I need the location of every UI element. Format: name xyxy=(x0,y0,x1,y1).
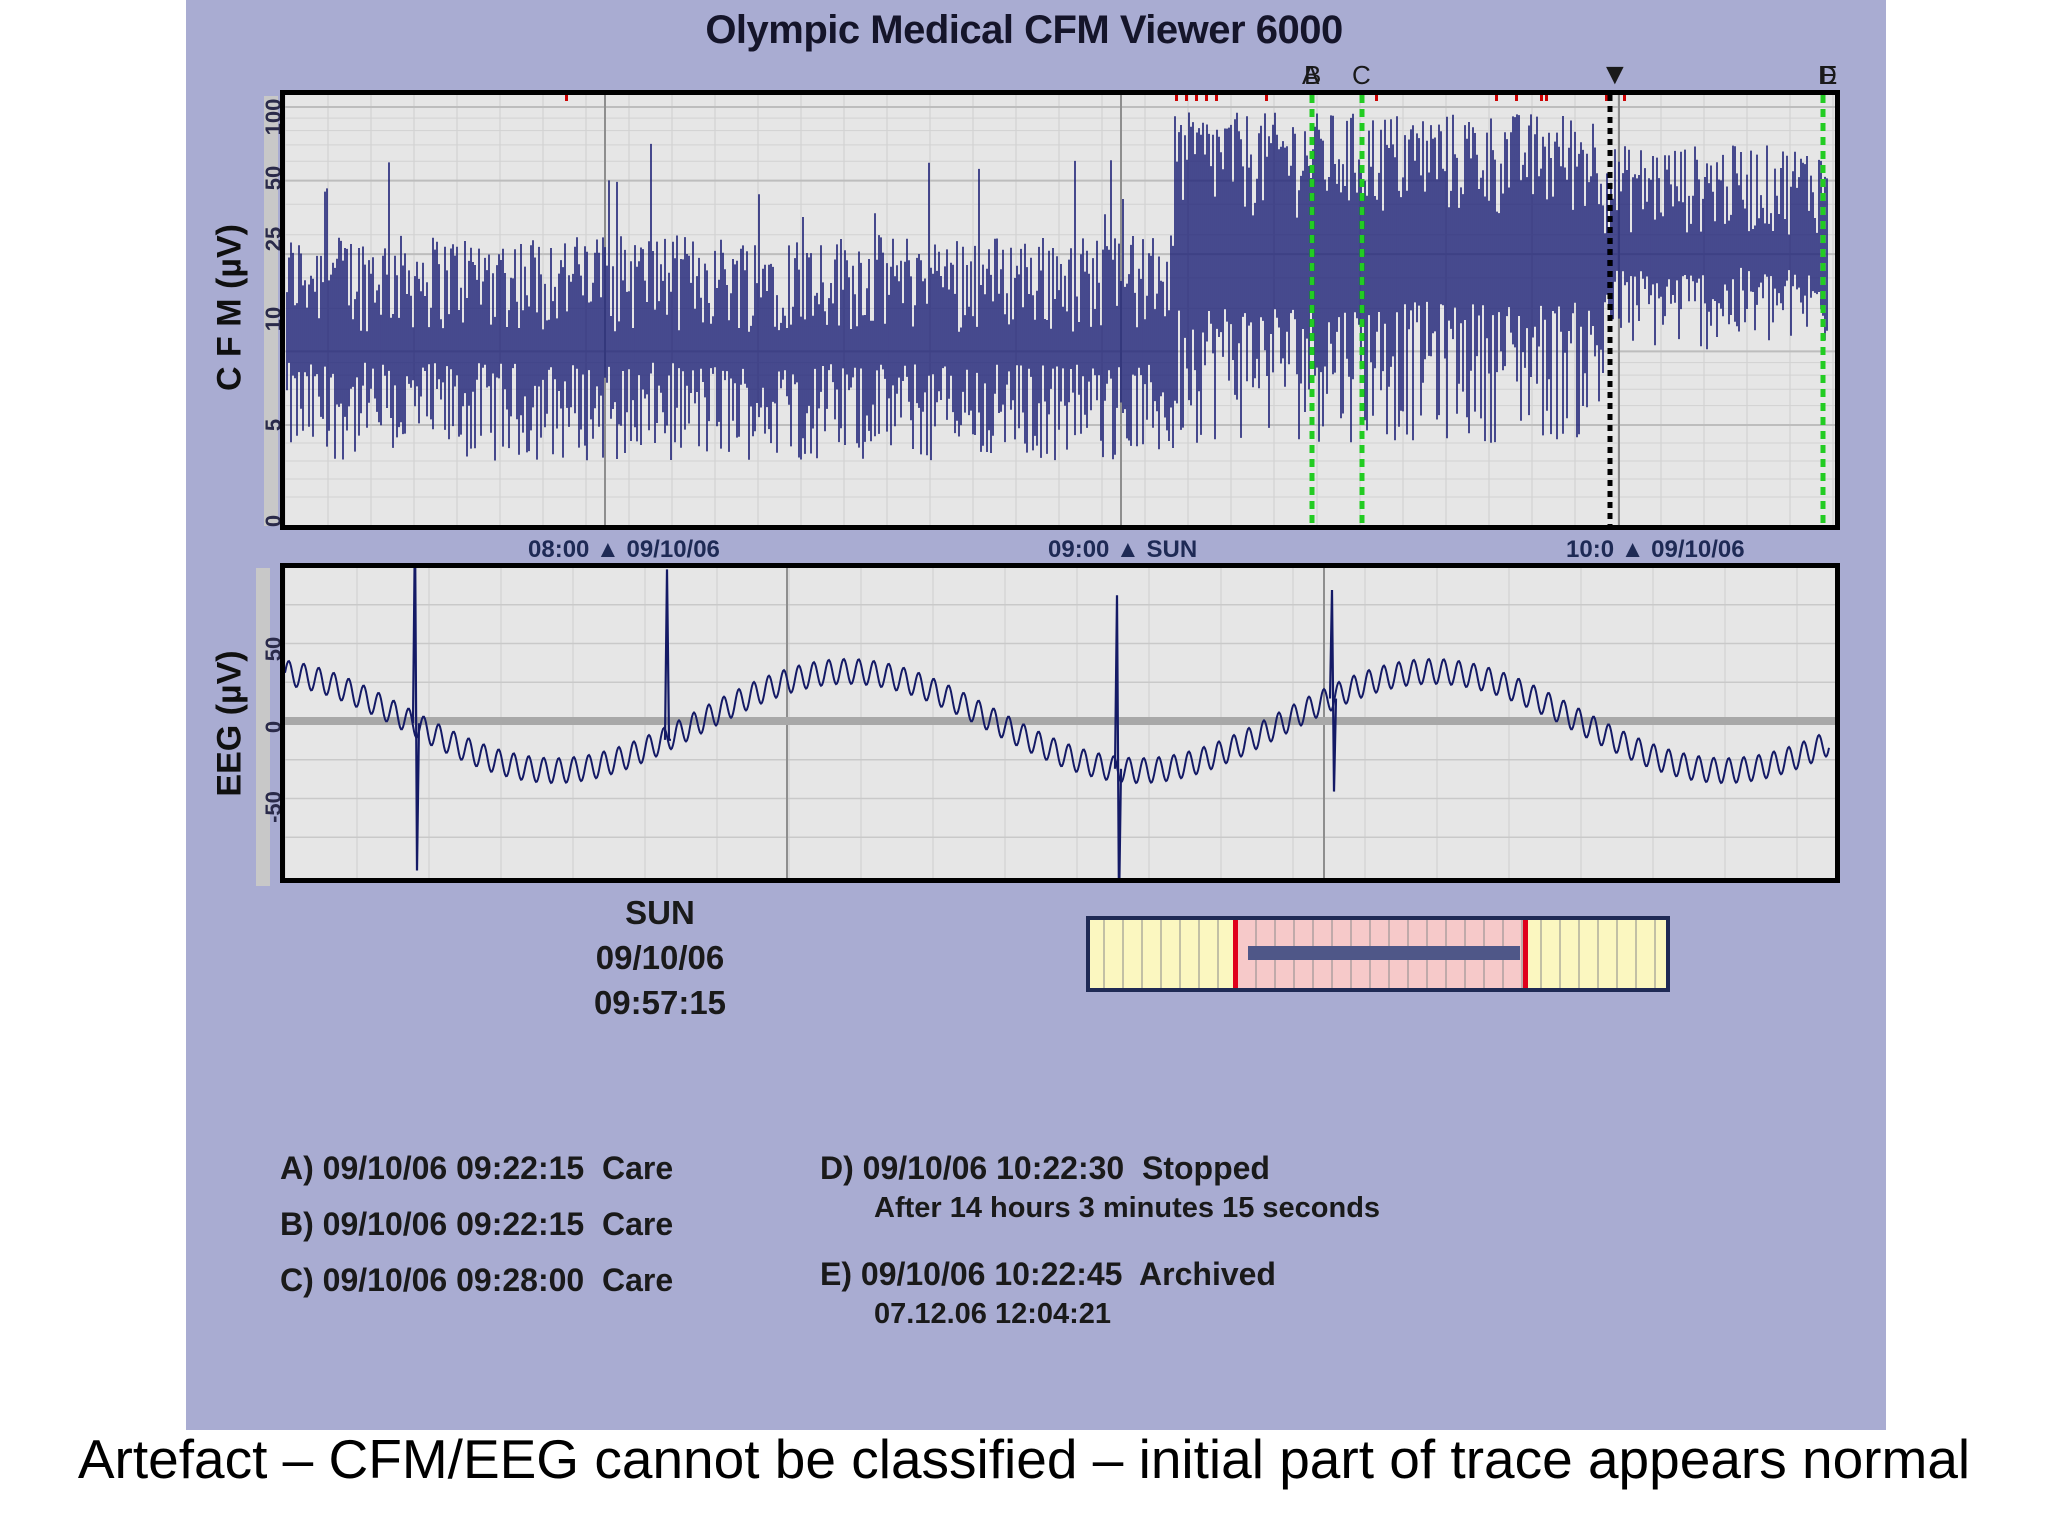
navigator-left-edge xyxy=(1233,920,1238,988)
eeg-spike xyxy=(1328,590,1338,792)
cursor-time: 09:57:15 xyxy=(593,984,727,1021)
event-entry-e[interactable]: E) 09/10/06 10:22:45 Archived xyxy=(820,1256,1276,1292)
event-entry-c[interactable]: C) 09/10/06 09:28:00 Care xyxy=(280,1262,674,1298)
event-marker-b[interactable]: B xyxy=(1304,60,1322,90)
artefact-flag xyxy=(1175,95,1178,101)
eeg-grid xyxy=(285,568,1835,878)
timeline-navigator[interactable] xyxy=(1086,916,1670,992)
cfm-y-axis-label: C F M (µV) xyxy=(210,224,249,391)
cfm-trace xyxy=(286,112,1828,461)
artefact-flag xyxy=(1265,95,1268,101)
artefact-flag xyxy=(1605,95,1608,101)
artefact-flag xyxy=(1540,95,1543,101)
eeg-plot[interactable] xyxy=(280,563,1840,883)
artefact-flag xyxy=(565,95,568,101)
event-marker-d[interactable]: D xyxy=(1818,60,1837,90)
navigator-right-edge xyxy=(1523,920,1528,988)
event-entry-a[interactable]: A) 09/10/06 09:22:15 Care xyxy=(280,1150,674,1186)
eeg-trace xyxy=(285,657,1830,785)
artefact-flag xyxy=(1205,95,1208,101)
cfm-plot[interactable] xyxy=(280,90,1840,530)
app-title: Olympic Medical CFM Viewer 6000 xyxy=(705,8,1343,52)
eeg-tick-strip xyxy=(256,568,270,886)
cfm-trace-chart xyxy=(285,95,1835,525)
cursor-down-icon[interactable]: ▼ xyxy=(1600,58,1630,91)
eeg-spike xyxy=(411,568,421,871)
artefact-flag xyxy=(1375,95,1378,101)
event-marker-e[interactable]: E xyxy=(1820,60,1838,90)
cursor-day: SUN xyxy=(625,894,695,931)
time-label-0900: 09:00 ▲ SUN xyxy=(1048,536,1198,563)
artefact-flag xyxy=(1185,95,1188,101)
artefact-flag xyxy=(1215,95,1218,101)
time-label-1000: 10:0 ▲ 09/10/06 xyxy=(1566,536,1745,563)
artefact-flag xyxy=(1623,95,1626,101)
artefact-flag xyxy=(1545,95,1548,101)
eeg-y-axis-label: EEG (µV) xyxy=(210,650,249,797)
event-detail-d: After 14 hours 3 minutes 15 seconds xyxy=(874,1192,1381,1224)
artefact-flag xyxy=(1195,95,1198,101)
artefact-flag xyxy=(1515,95,1518,101)
event-detail-e: 07.12.06 12:04:21 xyxy=(874,1298,1112,1330)
eeg-spike xyxy=(1113,595,1123,878)
event-entry-b[interactable]: B) 09/10/06 09:22:15 Care xyxy=(280,1206,674,1242)
eeg-trace-chart xyxy=(285,568,1835,878)
event-marker-c[interactable]: C xyxy=(1352,60,1371,90)
slide-caption: Artefact – CFM/EEG cannot be classified … xyxy=(77,1428,1971,1490)
cfm-tick-strip xyxy=(264,96,278,526)
navigator-graphic xyxy=(1103,920,1656,988)
eeg-spike xyxy=(663,569,671,741)
event-entry-d[interactable]: D) 09/10/06 10:22:30 Stopped xyxy=(820,1150,1270,1186)
time-label-0800: 08:00 ▲ 09/10/06 xyxy=(528,536,720,563)
cursor-date: 09/10/06 xyxy=(595,939,725,976)
cfm-grid xyxy=(285,95,1835,525)
cursor-readout: SUN 09/10/06 09:57:15 xyxy=(560,890,760,1025)
artefact-flag xyxy=(1495,95,1498,101)
event-marker-a[interactable]: A xyxy=(1302,60,1320,90)
navigator-bar xyxy=(1248,946,1520,960)
